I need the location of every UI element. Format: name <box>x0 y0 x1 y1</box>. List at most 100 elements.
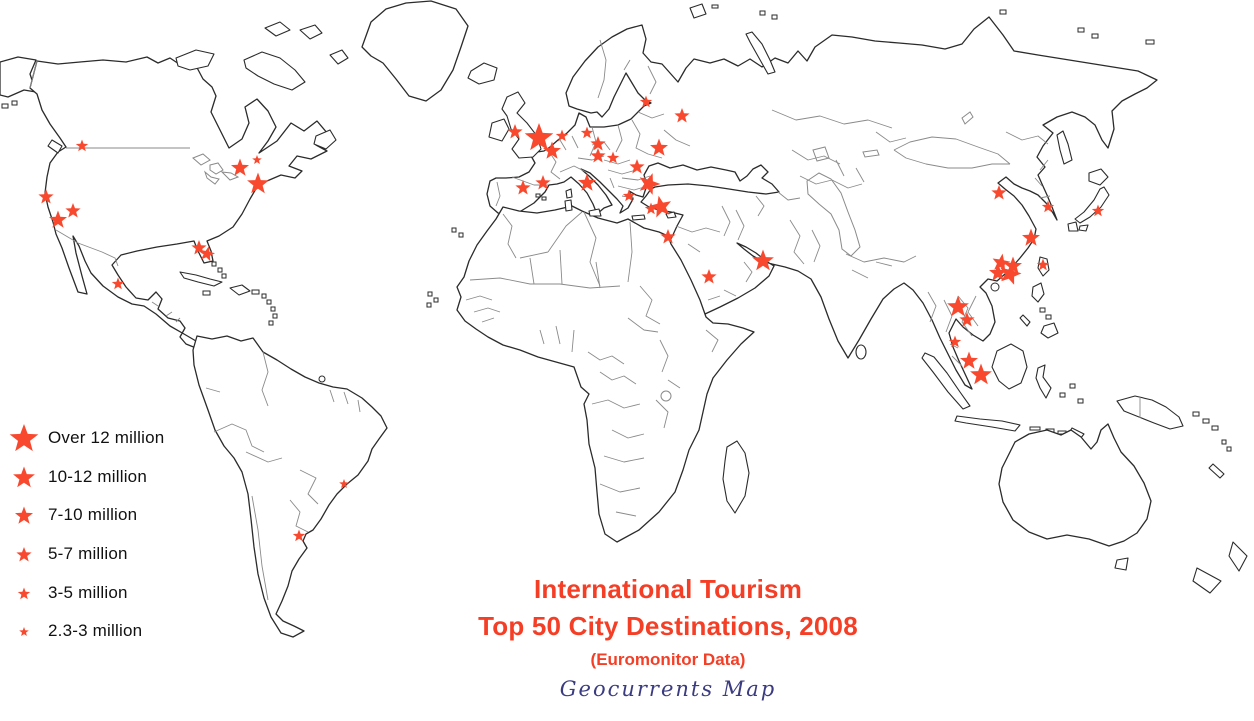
city-star-budapest <box>606 151 620 164</box>
star-icon <box>6 536 42 572</box>
legend-label: 7-10 million <box>48 505 138 525</box>
country-borders <box>29 39 1141 601</box>
star-icon <box>6 613 42 649</box>
legend-label: Over 12 million <box>48 428 165 448</box>
new-guinea <box>1116 395 1184 430</box>
city-star-sao-paulo <box>339 479 349 488</box>
map-title-block: International Tourism Top 50 City Destin… <box>393 571 943 675</box>
great-lakes <box>192 153 211 166</box>
madagascar-outline <box>722 440 750 514</box>
sulawesi <box>1035 364 1052 399</box>
city-star-beijing <box>991 185 1007 200</box>
legend-item-3-5: 3-5 million <box>6 573 236 612</box>
greenland-outline <box>361 0 469 102</box>
city-star-shanghai <box>1022 228 1040 246</box>
new-zealand-north <box>1228 541 1248 572</box>
city-star-rome <box>578 173 596 191</box>
star-icon <box>6 497 42 533</box>
legend-label: 10-12 million <box>48 466 147 486</box>
vancouver-island <box>47 139 63 154</box>
tasmania <box>1114 557 1129 571</box>
city-star-mecca <box>701 269 717 284</box>
city-star-mexico-city <box>111 277 125 290</box>
hokkaido <box>1088 168 1109 186</box>
city-star-vienna <box>590 148 606 163</box>
novaya-zemlya <box>745 31 776 75</box>
map-title-line1: International Tourism <box>533 574 803 604</box>
city-star-taipei <box>1036 258 1050 271</box>
south-america-outline <box>192 335 388 638</box>
city-star-london <box>524 123 554 151</box>
city-star-phuket <box>948 335 962 348</box>
city-star-amsterdam <box>555 129 569 142</box>
city-star-berlin <box>580 126 594 139</box>
legend-label: 3-5 million <box>48 582 128 602</box>
city-star-paris <box>543 141 561 159</box>
city-star-toronto <box>231 158 249 176</box>
city-star-bucharest <box>629 159 645 174</box>
city-star-prague <box>590 136 606 151</box>
city-star-cairo <box>660 229 676 244</box>
city-star-vancouver <box>75 139 89 152</box>
city-star-dublin <box>507 124 523 139</box>
hispaniola-outline <box>229 284 251 296</box>
legend-label: 5-7 million <box>48 544 128 564</box>
legend-item-5-7: 5-7 million <box>6 535 236 574</box>
legend-item-7-10: 7-10 million <box>6 496 236 535</box>
city-star-los-angeles <box>49 210 67 228</box>
city-star-singapore <box>970 363 992 385</box>
city-star-seoul <box>1041 200 1055 213</box>
star-icon <box>6 459 42 495</box>
cuba-outline <box>179 271 223 287</box>
caspian-sea <box>806 172 861 257</box>
city-star-las-vegas <box>65 203 81 218</box>
ireland-outline <box>488 118 510 142</box>
city-star-san-francisco <box>38 189 54 204</box>
city-star-kiev <box>650 138 668 156</box>
borneo <box>991 343 1028 390</box>
coastlines <box>0 0 1248 638</box>
legend: Over 12 million 10-12 million 7-10 milli… <box>6 419 236 651</box>
city-star-pattaya <box>959 312 975 327</box>
africa-outline <box>456 205 755 543</box>
iceland-outline <box>467 62 498 85</box>
legend-item-over-12: Over 12 million <box>6 419 236 458</box>
alaska-outline <box>0 56 37 98</box>
city-star-bangkok <box>947 295 969 317</box>
north-america-outline <box>29 56 329 349</box>
city-star-kuala-lumpur <box>960 351 978 369</box>
city-star-st-petersburg <box>639 95 653 108</box>
city-star-hong-kong <box>1000 262 1022 285</box>
city-star-moscow <box>674 108 690 123</box>
city-star-athens <box>622 189 636 202</box>
legend-item-10-12: 10-12 million <box>6 458 236 497</box>
city-star-madrid <box>515 180 531 195</box>
city-star-orlando <box>191 240 207 255</box>
city-star-barcelona <box>535 175 551 190</box>
city-star-dubai <box>752 249 774 271</box>
city-star-istanbul <box>639 173 661 195</box>
newfoundland <box>313 129 337 150</box>
map-title-line2: Top 50 City Destinations, 2008 <box>478 611 858 641</box>
city-star-tokyo <box>1091 204 1105 217</box>
star-icon <box>6 575 42 611</box>
honshu <box>1074 186 1110 224</box>
new-zealand-south <box>1192 567 1222 594</box>
sakhalin <box>1056 130 1073 165</box>
legend-label: 2.3-3 million <box>48 621 143 641</box>
star-icon <box>6 420 42 456</box>
java <box>954 415 1021 432</box>
city-star-new-york <box>247 172 269 194</box>
city-star-antalya <box>649 195 671 218</box>
city-stars-layer <box>38 95 1105 542</box>
great-britain-outline <box>501 91 542 159</box>
map-credit: Geocurrents Map <box>559 677 777 701</box>
city-star-macau <box>989 263 1007 281</box>
sumatra <box>921 352 971 410</box>
city-star-montreal <box>252 155 262 164</box>
city-star-miami <box>200 246 215 262</box>
city-star-buenos-aires <box>292 529 306 542</box>
luzon <box>1031 282 1045 303</box>
